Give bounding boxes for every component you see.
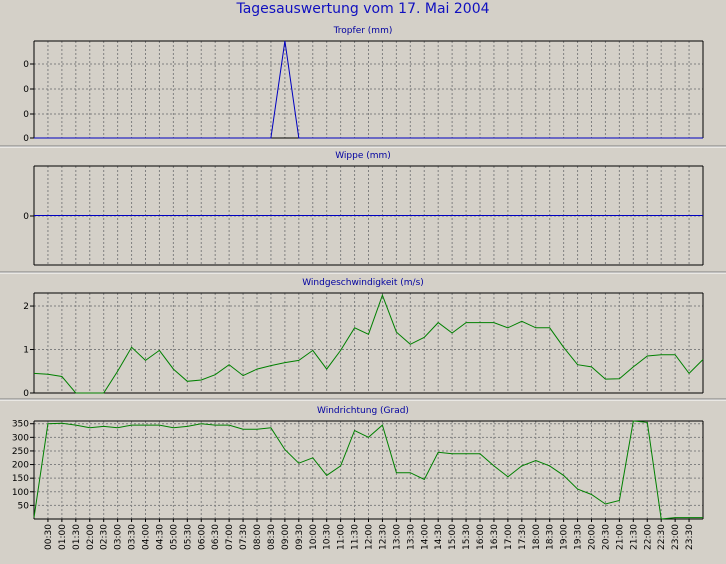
panel-title-3: Windrichtung (Grad) [317, 406, 409, 416]
ytick-label-3-1: 100 [12, 488, 29, 498]
ytick-label-0-1: 0 [23, 85, 29, 95]
panel-title-2: Windgeschwindigkeit (m/s) [302, 278, 424, 288]
ytick-label-3-3: 200 [12, 461, 29, 471]
xtick-label-30: 15:30 [462, 524, 472, 550]
xtick-label-41: 21:00 [615, 524, 625, 550]
xtick-label-7: 04:00 [142, 524, 152, 550]
xtick-label-40: 20:30 [601, 524, 611, 550]
xtick-label-4: 02:30 [100, 524, 110, 550]
panel-title-1: Wippe (mm) [335, 151, 391, 161]
xtick-label-19: 10:00 [309, 524, 319, 550]
ytick-label-2-1: 1 [23, 346, 29, 356]
xtick-label-14: 07:30 [239, 524, 249, 550]
xtick-label-18: 09:30 [295, 524, 305, 550]
xtick-label-24: 12:30 [378, 524, 388, 550]
xtick-label-28: 14:30 [434, 524, 444, 550]
xtick-label-27: 14:00 [420, 524, 430, 550]
xtick-label-25: 13:00 [392, 524, 402, 550]
xtick-label-10: 05:30 [183, 524, 193, 550]
xtick-label-29: 15:00 [448, 524, 458, 550]
xtick-label-43: 22:00 [643, 524, 653, 550]
ytick-label-3-4: 250 [12, 447, 29, 457]
xtick-label-11: 06:00 [197, 524, 207, 550]
xtick-label-23: 12:00 [365, 524, 375, 550]
ytick-label-0-2: 0 [23, 110, 29, 120]
xtick-label-2: 01:30 [72, 524, 82, 550]
xtick-label-1: 01:00 [58, 524, 68, 550]
ytick-label-0-0: 0 [23, 60, 29, 70]
xtick-label-36: 18:30 [546, 524, 556, 550]
ytick-label-2-0: 0 [23, 389, 29, 399]
ytick-label-2-2: 2 [23, 302, 29, 312]
xtick-label-37: 19:00 [560, 524, 570, 550]
xtick-label-17: 09:00 [281, 524, 291, 550]
xtick-label-21: 11:00 [337, 524, 347, 550]
xtick-label-46: 23:30 [685, 524, 695, 550]
series-line-0-0 [34, 40, 703, 139]
ytick-label-3-0: 50 [18, 501, 30, 511]
xtick-label-39: 20:00 [588, 524, 598, 550]
xtick-label-5: 03:00 [114, 524, 124, 550]
xtick-label-6: 03:30 [128, 524, 138, 550]
xtick-label-34: 17:30 [518, 524, 528, 550]
ytick-label-3-6: 350 [12, 420, 29, 430]
xtick-label-32: 16:30 [490, 524, 500, 550]
xtick-label-35: 18:00 [532, 524, 542, 550]
xtick-label-33: 17:00 [504, 524, 514, 550]
xtick-label-8: 04:30 [155, 524, 165, 550]
xtick-label-42: 21:30 [629, 524, 639, 550]
xtick-label-44: 22:30 [657, 524, 667, 550]
xtick-label-13: 07:00 [225, 524, 235, 550]
ytick-label-3-2: 150 [12, 474, 29, 484]
xtick-label-16: 08:30 [267, 524, 277, 550]
xtick-label-22: 11:30 [351, 524, 361, 550]
xtick-label-38: 19:30 [574, 524, 584, 550]
xtick-label-3: 02:00 [86, 524, 96, 550]
xtick-label-31: 16:00 [476, 524, 486, 550]
xtick-label-45: 23:00 [671, 524, 681, 550]
panel-title-0: Tropfer (mm) [333, 26, 393, 36]
page-title: Tagesauswertung vom 17. Mai 2004 [236, 1, 490, 17]
xtick-label-12: 06:30 [211, 524, 221, 550]
xtick-label-9: 05:00 [169, 524, 179, 550]
series-line-3-0 [33, 420, 703, 520]
series-line-2-0 [33, 293, 704, 394]
xtick-label-26: 13:30 [406, 524, 416, 550]
ytick-label-3-5: 300 [12, 433, 29, 443]
ytick-label-1-0: 0 [23, 212, 29, 222]
ytick-label-0-3: 0 [23, 134, 29, 144]
xtick-label-0: 00:30 [44, 524, 54, 550]
xtick-label-15: 08:00 [253, 524, 263, 550]
xtick-label-20: 10:30 [323, 524, 333, 550]
